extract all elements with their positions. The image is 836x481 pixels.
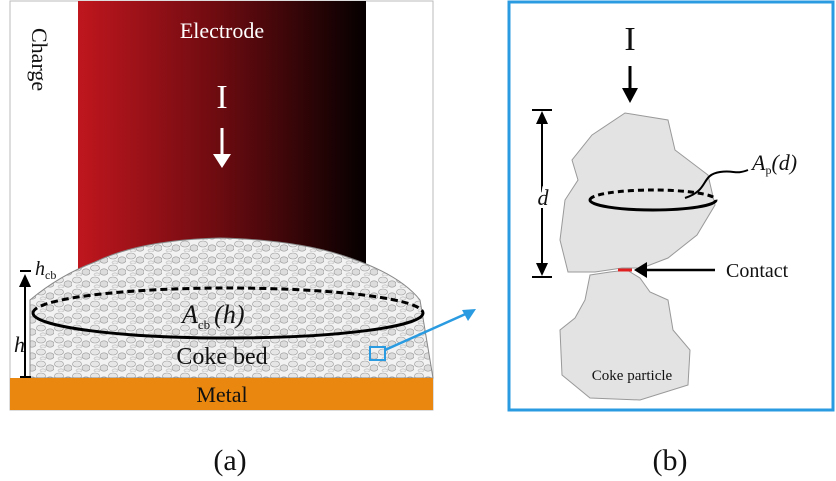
area-sub: cb: [198, 317, 210, 332]
particle-label: Coke particle: [592, 368, 673, 384]
coke-bed-label: Coke bed: [176, 344, 267, 370]
contact-label: Contact: [726, 260, 789, 282]
panel-a: Electrode I Charge Metal Acb (h) Coke bed…: [10, 1, 476, 410]
figure: Electrode I Charge Metal Acb (h) Coke bed…: [0, 0, 836, 481]
charge-label: Charge: [27, 28, 52, 91]
d-label: d: [538, 185, 550, 210]
area-arg: (h): [214, 300, 244, 329]
area-label: Ap(d): [750, 150, 797, 177]
metal-label: Metal: [196, 382, 247, 407]
current-label: I: [624, 21, 635, 58]
area-arg: (d): [771, 150, 797, 175]
caption-b: (b): [653, 444, 688, 477]
electrode-label: Electrode: [180, 18, 264, 43]
h-cb-main: h: [35, 258, 45, 280]
current-label: I: [216, 79, 227, 116]
caption-a: (a): [213, 444, 246, 477]
area-main: A: [180, 300, 198, 329]
h-cb-sub: cb: [45, 268, 56, 282]
area-main: A: [750, 150, 766, 175]
h-label: h: [14, 332, 25, 357]
panel-b: I Ap(d) d Contact Coke particle: [509, 2, 833, 410]
